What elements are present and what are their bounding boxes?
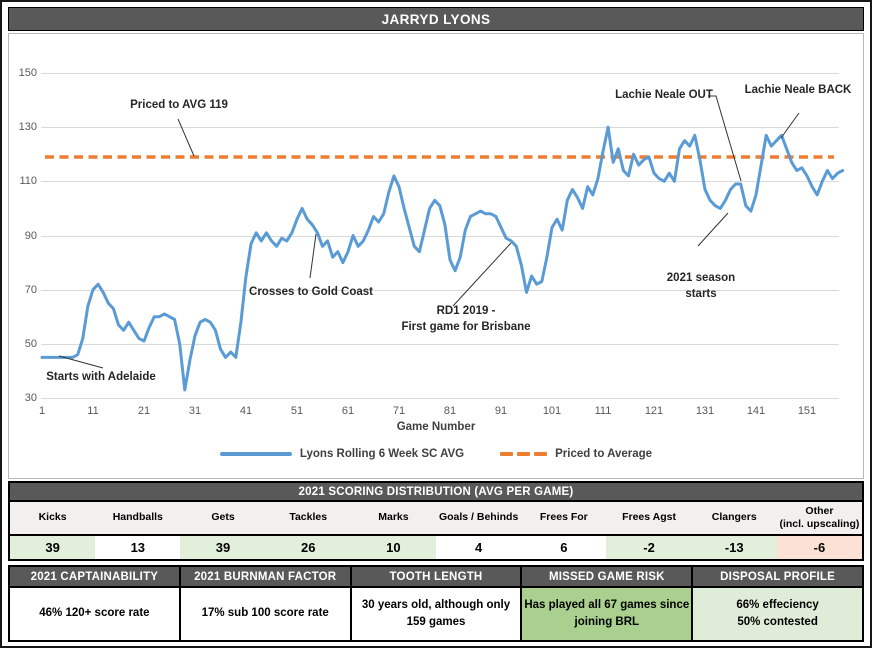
annotation-leader-4	[697, 212, 729, 247]
x-tick-label-61: 61	[341, 405, 355, 417]
profile-value-2: 30 years old, although only 159 games	[349, 588, 521, 640]
scoring-col-value-3: 26	[265, 536, 351, 559]
annotation-label-6: Lachie Neale BACK	[744, 83, 852, 96]
profile-header-4: DISPOSAL PROFILE	[691, 567, 862, 586]
x-tick-label-51: 51	[290, 405, 304, 417]
legend-label: Priced to Average	[555, 448, 653, 460]
profile-panels: 2021 CAPTAINABILITY 2021 BURNMAN FACTOR TO…	[8, 565, 864, 642]
y-tick-label-90: 90	[24, 229, 37, 242]
annotation-label-1: Starts with Adelaide	[46, 370, 156, 383]
scoring-header-row: Kicks Handballs Gets Tackles Marks Goals / Be…	[8, 502, 864, 534]
profile-header-2: TOOTH LENGTH	[349, 567, 521, 586]
gridline-y-130	[41, 127, 839, 129]
scoring-col-header-5: Goals / Behinds	[438, 511, 519, 524]
gridline-y-50	[41, 343, 839, 345]
scoring-col-value-2: 39	[180, 536, 266, 559]
y-tick-label-70: 70	[24, 283, 37, 296]
page-title: JARRYD LYONS	[8, 7, 864, 31]
gridline-y-90	[41, 235, 839, 237]
profile-value-3: Has played all 67 games since joining BRL	[520, 588, 692, 640]
annotation-label-3: RD1 2019 - First game for Brisbane	[401, 304, 531, 333]
profile-header-0: 2021 CAPTAINABILITY	[30, 570, 159, 583]
scoring-distribution-table: 2021 SCORING DISTRIBUTION (AVG PER GAME)…	[8, 481, 864, 561]
profile-header-row: 2021 CAPTAINABILITY 2021 BURNMAN FACTOR TO…	[8, 565, 864, 586]
profile-value-row: 46% 120+ score rate 17% sub 100 score rat…	[8, 586, 864, 642]
y-tick-label-30: 30	[24, 392, 37, 404]
scoring-col-value-7: -2	[606, 536, 692, 559]
annotation-leader-5	[708, 95, 742, 182]
profile-value-1: 17% sub 100 score rate	[178, 588, 350, 640]
x-tick-label-131: 131	[695, 405, 715, 417]
x-tick-label-91: 91	[494, 405, 508, 417]
scoring-table-title: 2021 SCORING DISTRIBUTION (AVG PER GAME)	[8, 481, 864, 502]
scoring-col-value-9: -6	[776, 536, 863, 559]
x-tick-label-11: 11	[87, 405, 99, 417]
annotation-leader-3	[452, 242, 512, 307]
profile-header-1: 2021 BURNMAN FACTOR	[178, 567, 350, 586]
profile-value-4: 66% effeciency 50% contested	[691, 588, 862, 640]
gridline-y-30	[41, 398, 839, 399]
scoring-col-header-8: Clangers	[711, 511, 757, 524]
scoring-col-value-8: -13	[691, 536, 777, 559]
scoring-col-header-2: Gets	[211, 511, 235, 524]
gridline-y-110	[41, 181, 839, 183]
profile-header-3: MISSED GAME RISK	[520, 567, 691, 586]
x-tick-label-101: 101	[542, 405, 562, 417]
scoring-col-value-4: 10	[350, 536, 437, 559]
x-tick-label-151: 151	[797, 405, 817, 417]
scoring-col-header-9: Other (incl. upscaling)	[779, 504, 860, 530]
blue-line-swatch	[219, 451, 292, 457]
annotation-leader-2	[309, 233, 317, 279]
annotation-leader-6	[780, 112, 800, 139]
x-tick-label-121: 121	[644, 405, 664, 417]
scoring-col-header-7: Frees Agst	[622, 511, 676, 524]
orange-dash-swatch	[500, 451, 548, 457]
x-tick-label-41: 41	[239, 405, 253, 417]
annotation-label-0: Priced to AVG 119	[130, 98, 228, 111]
x-tick-label-21: 21	[137, 405, 151, 417]
scoring-col-header-0: Kicks	[38, 511, 67, 524]
y-tick-label-150: 150	[18, 67, 37, 79]
scoring-col-value-1: 13	[95, 536, 181, 559]
annotation-label-5: Lachie Neale OUT	[615, 88, 713, 101]
x-tick-label-1: 1	[38, 405, 46, 417]
scoring-col-header-3: Tackles	[289, 511, 328, 524]
x-tick-label-71: 71	[392, 405, 406, 417]
scoring-col-value-5: 4	[436, 536, 522, 559]
legend-item-rolling-avg: Lyons Rolling 6 Week SC AVG	[219, 448, 465, 460]
profile-value-0: 46% 120+ score rate	[10, 588, 179, 640]
x-tick-label-81: 81	[443, 405, 457, 417]
gridline-y-150	[41, 73, 839, 74]
x-tick-label-111: 111	[594, 405, 612, 417]
x-axis-title: Game Number	[396, 421, 476, 433]
gridline-y-70	[41, 289, 839, 291]
annotation-leader-1	[58, 355, 104, 369]
y-tick-label-110: 110	[19, 175, 37, 188]
scoring-col-value-6: 6	[521, 536, 607, 559]
y-tick-label-50: 50	[24, 337, 37, 350]
chart-legend: Lyons Rolling 6 Week SC AVG Priced to Av…	[9, 443, 863, 465]
legend-item-priced-average: Priced to Average	[500, 448, 652, 460]
rolling-avg-line	[40, 125, 845, 392]
x-tick-label-141: 141	[746, 405, 766, 417]
scoring-col-value-0: 39	[10, 536, 96, 559]
scoring-col-header-6: Frees For	[539, 511, 588, 524]
annotation-label-4: 2021 season starts	[666, 271, 736, 300]
legend-label: Lyons Rolling 6 Week SC AVG	[299, 448, 465, 460]
scoring-value-row: 39 13 39 26 10 4 6 -2 -13 -6	[8, 534, 864, 561]
y-tick-label-130: 130	[18, 121, 37, 134]
scoring-col-header-4: Marks	[378, 511, 409, 524]
page-title-text: JARRYD LYONS	[381, 11, 491, 27]
sc-average-chart: 30 50 70 90 110 130 150 Priced to AVG 119 Start…	[8, 33, 864, 479]
annotation-label-2: Crosses to Gold Coast	[249, 285, 373, 298]
line-chart-canvas	[40, 95, 845, 392]
scoring-col-header-1: Handballs	[112, 511, 163, 524]
annotation-leader-0	[177, 118, 195, 157]
x-tick-label-31: 31	[188, 405, 202, 417]
